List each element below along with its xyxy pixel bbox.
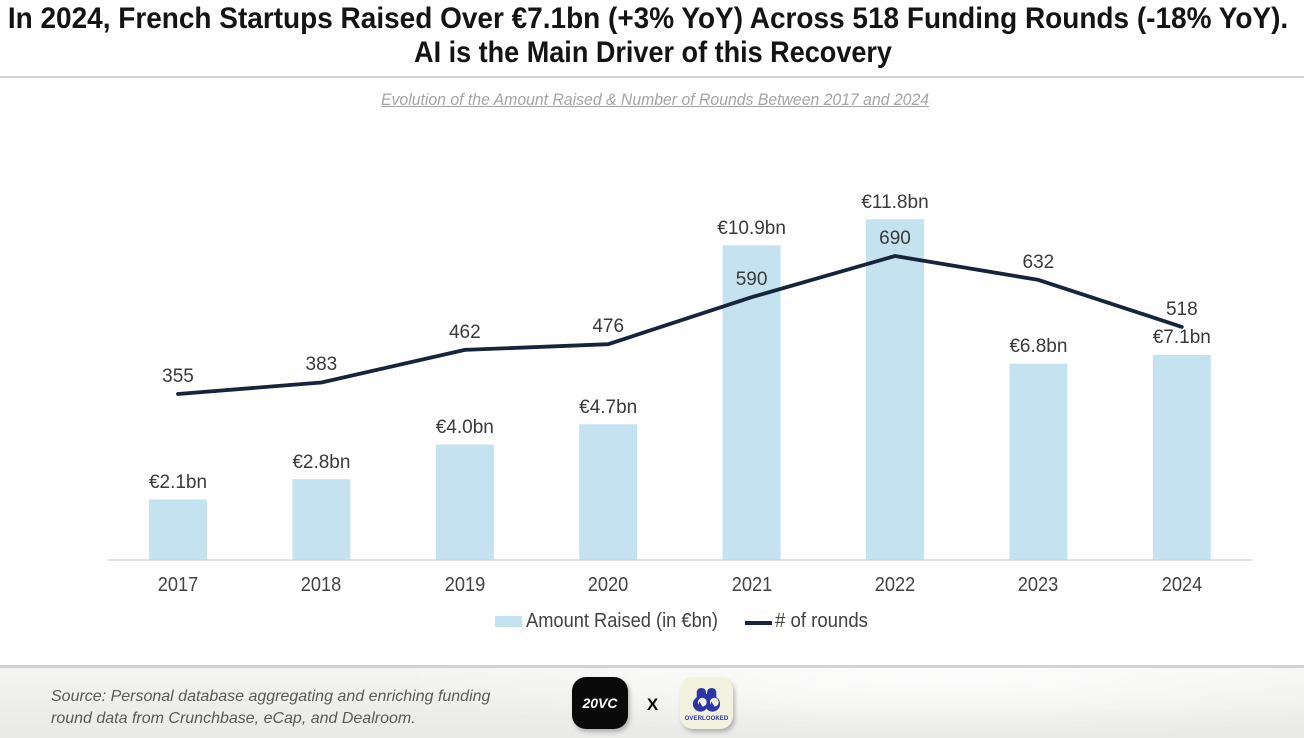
svg-text:OVERLOOKED: OVERLOOKED bbox=[685, 716, 729, 722]
